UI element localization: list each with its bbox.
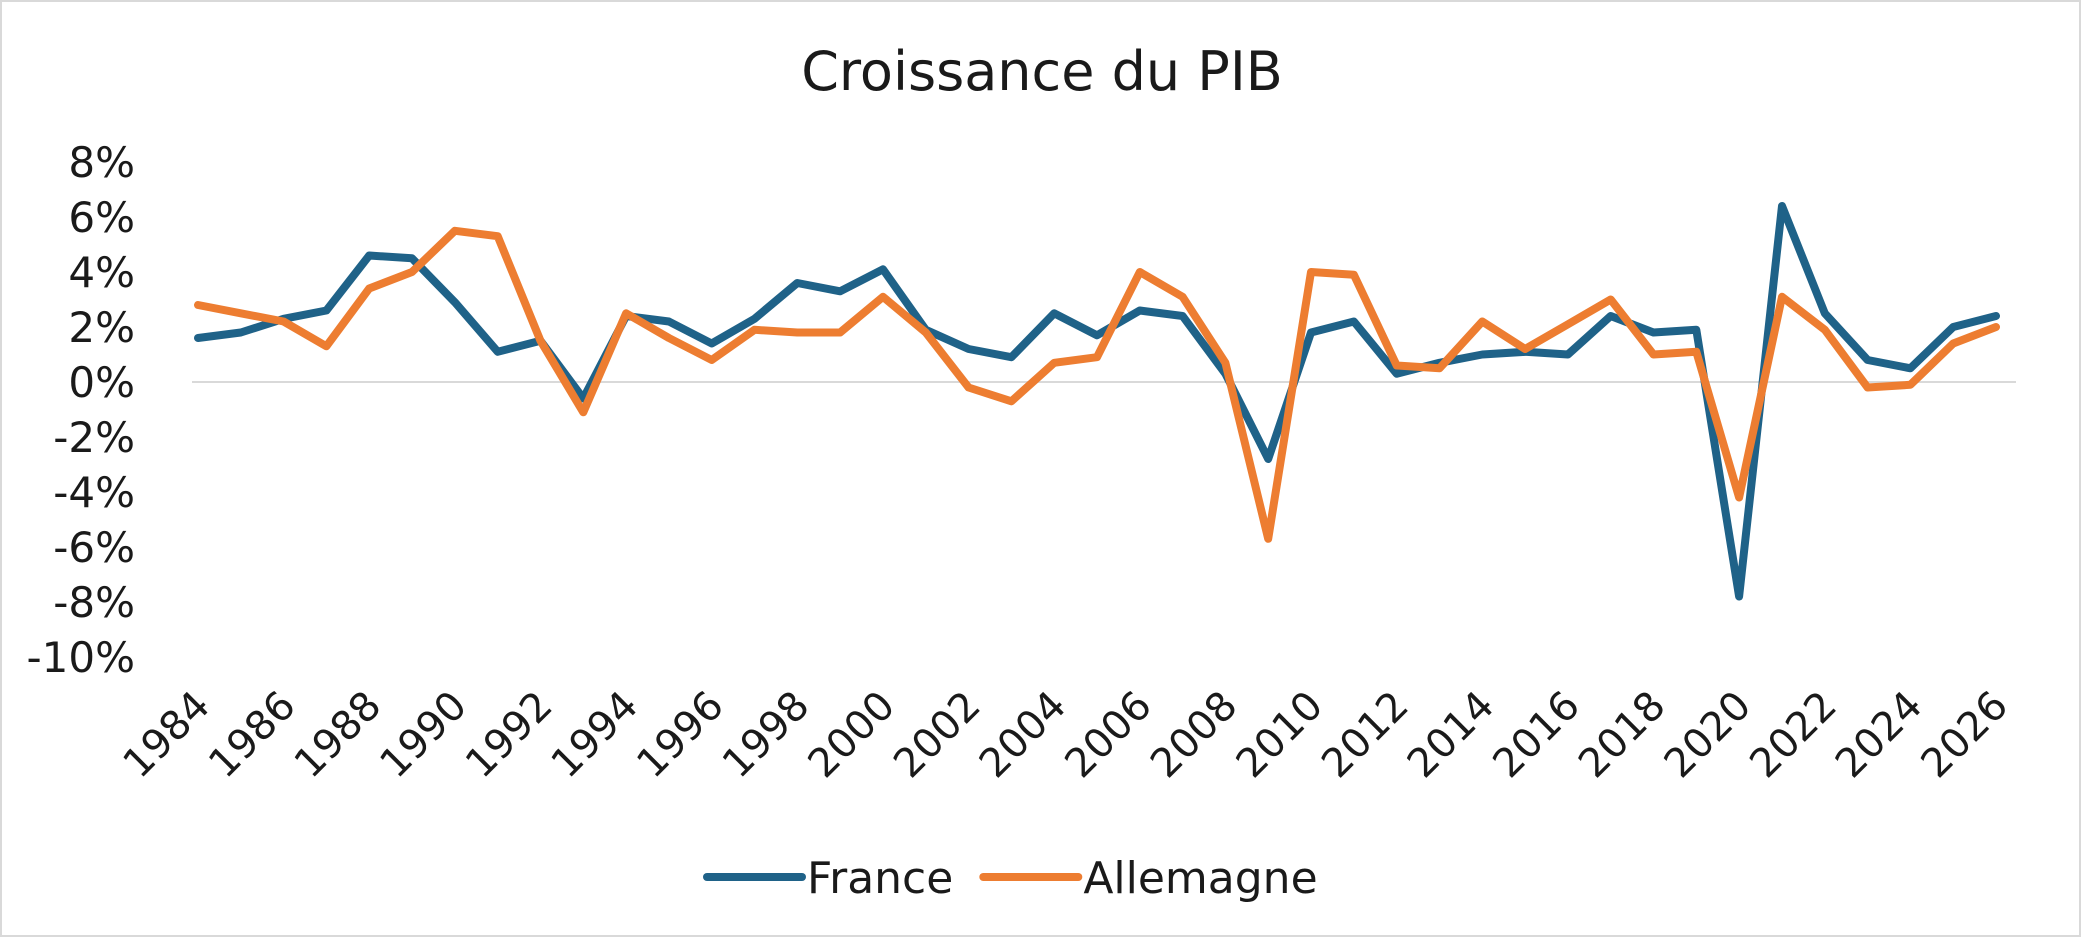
chart-title: Croissance du PIB: [801, 40, 1283, 103]
y-tick-label: 6%: [68, 193, 135, 242]
x-tick-label: 2022: [1741, 683, 1846, 788]
x-tick-label: 1988: [286, 683, 391, 788]
x-tick-label: 2026: [1913, 683, 2018, 788]
y-tick-label: -10%: [26, 633, 135, 682]
y-tick-label: 8%: [68, 138, 135, 187]
y-tick-label: -4%: [53, 468, 135, 517]
y-tick-label: 2%: [68, 303, 135, 352]
x-tick-label: 2016: [1484, 683, 1589, 788]
x-tick-label: 1998: [714, 683, 819, 788]
x-tick-label: 2024: [1827, 683, 1932, 788]
series-line-france: [194, 202, 2000, 601]
x-tick-label: 2008: [1142, 683, 1247, 788]
x-tick-label: 2002: [885, 683, 990, 788]
y-tick-label: 4%: [68, 248, 135, 297]
x-tick-label: 1994: [543, 683, 648, 788]
legend-label-france: France: [807, 853, 953, 904]
x-tick-label: 2000: [800, 683, 905, 788]
y-tick-label: -2%: [53, 413, 135, 462]
x-tick-label: 2006: [1056, 683, 1161, 788]
x-tick-label: 2010: [1228, 683, 1333, 788]
y-tick-label: -8%: [53, 578, 135, 627]
x-tick-label: 2020: [1656, 683, 1761, 788]
x-tick-label: 1990: [371, 683, 476, 788]
legend: France Allemagne: [703, 853, 1318, 904]
x-tick-label: 2018: [1570, 683, 1675, 788]
x-tick-label: 1984: [115, 683, 220, 788]
x-tick-label: 2004: [971, 683, 1076, 788]
legend-label-allemagne: Allemagne: [1083, 853, 1317, 904]
x-tick-label: 2012: [1313, 683, 1418, 788]
series-line-allemagne: [194, 226, 2000, 543]
y-tick-label: 0%: [68, 358, 135, 407]
x-tick-label: 1992: [457, 683, 562, 788]
y-tick-label: -6%: [53, 523, 135, 572]
x-tick-label: 2014: [1399, 683, 1504, 788]
x-tick-label: 1996: [628, 683, 733, 788]
x-tick-label: 1986: [200, 683, 305, 788]
